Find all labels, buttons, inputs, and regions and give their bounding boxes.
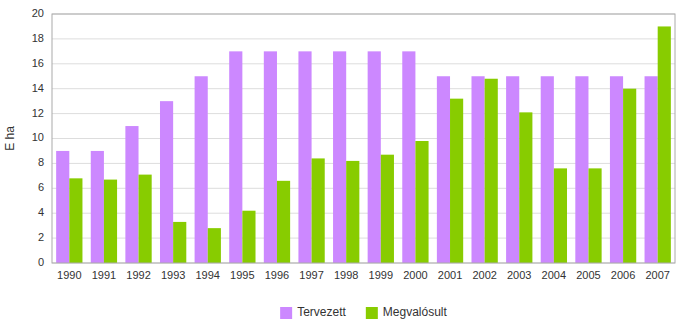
- y-tick-label: 6: [38, 181, 44, 193]
- bar: [69, 178, 82, 263]
- bar: [658, 26, 671, 263]
- bar: [91, 151, 104, 263]
- bar: [471, 76, 484, 263]
- chart-svg: 0 2 4 6 8 10 12 14 16 18 20 1990 1991 1992 1993 1994 199…: [0, 0, 689, 335]
- bar: [415, 141, 428, 263]
- y-tick-label: 16: [32, 57, 44, 69]
- x-tick-label: 1994: [196, 269, 220, 281]
- bar: [645, 76, 658, 263]
- plot-frame: [52, 14, 675, 263]
- bar: [506, 76, 519, 263]
- x-tick-label: 1998: [334, 269, 358, 281]
- legend-item: Tervezett: [280, 305, 346, 319]
- x-tick-label: 1997: [299, 269, 323, 281]
- grid-line: [52, 63, 675, 64]
- y-tick-label: 4: [38, 206, 44, 218]
- x-tick-label: 2005: [576, 269, 600, 281]
- x-tick-label: 1991: [92, 269, 116, 281]
- bar: [381, 155, 394, 263]
- y-tick-label: 14: [32, 82, 44, 94]
- x-tick-label: 2006: [611, 269, 635, 281]
- bars: [56, 26, 671, 263]
- bar: [173, 222, 186, 263]
- x-tick-label: 1995: [230, 269, 254, 281]
- x-tick-label: 2003: [507, 269, 531, 281]
- x-tick-label: 2002: [472, 269, 496, 281]
- bar: [56, 151, 69, 263]
- y-tick-label: 0: [38, 256, 44, 268]
- bar: [610, 76, 623, 263]
- bar: [437, 76, 450, 263]
- bar: [450, 99, 463, 263]
- bar: [264, 51, 277, 263]
- bar: [312, 158, 325, 263]
- x-tick-label: 1996: [265, 269, 289, 281]
- bar: [208, 228, 221, 263]
- plot-area: [52, 14, 675, 263]
- bar: [160, 101, 173, 263]
- bar: [104, 180, 117, 263]
- legend-item: Megvalósult: [366, 305, 448, 319]
- bar: [125, 126, 138, 263]
- bar: [368, 51, 381, 263]
- bar: [346, 161, 359, 263]
- y-tick-label: 8: [38, 156, 44, 168]
- bar: [139, 175, 152, 263]
- x-tick-label: 1993: [161, 269, 185, 281]
- x-tick-label: 2004: [542, 269, 566, 281]
- legend-swatch: [280, 307, 292, 319]
- bar: [554, 168, 567, 263]
- bar: [333, 51, 346, 263]
- chart-container: 0 2 4 6 8 10 12 14 16 18 20 1990 1991 1992 1993 1994 199…: [0, 0, 689, 335]
- bar: [485, 79, 498, 263]
- x-tick-label: 2007: [645, 269, 669, 281]
- grid: [52, 14, 675, 263]
- x-tick-label: 1999: [369, 269, 393, 281]
- bar: [195, 76, 208, 263]
- bar: [402, 51, 415, 263]
- x-tick-label: 1990: [57, 269, 81, 281]
- y-tick-label: 18: [32, 32, 44, 44]
- bar: [519, 112, 532, 263]
- y-tick-label: 12: [32, 107, 44, 119]
- x-tick-label: 1992: [126, 269, 150, 281]
- y-tick-label: 20: [32, 7, 44, 19]
- bar: [541, 76, 554, 263]
- legend-label: Megvalósult: [383, 305, 448, 319]
- bar: [575, 76, 588, 263]
- y-tick-label: 2: [38, 231, 44, 243]
- y-tick-label: 10: [32, 131, 44, 143]
- bar: [588, 168, 601, 263]
- legend: Tervezett Megvalósult: [280, 305, 447, 319]
- grid-line: [52, 38, 675, 39]
- x-tick-label: 2000: [403, 269, 427, 281]
- legend-swatch: [366, 307, 378, 319]
- legend-label: Tervezett: [297, 305, 346, 319]
- bar: [298, 51, 311, 263]
- bar: [242, 211, 255, 263]
- x-tick-label: 2001: [438, 269, 462, 281]
- bar: [623, 89, 636, 263]
- y-axis-label: E ha: [3, 126, 17, 151]
- bar: [229, 51, 242, 263]
- bar: [277, 181, 290, 263]
